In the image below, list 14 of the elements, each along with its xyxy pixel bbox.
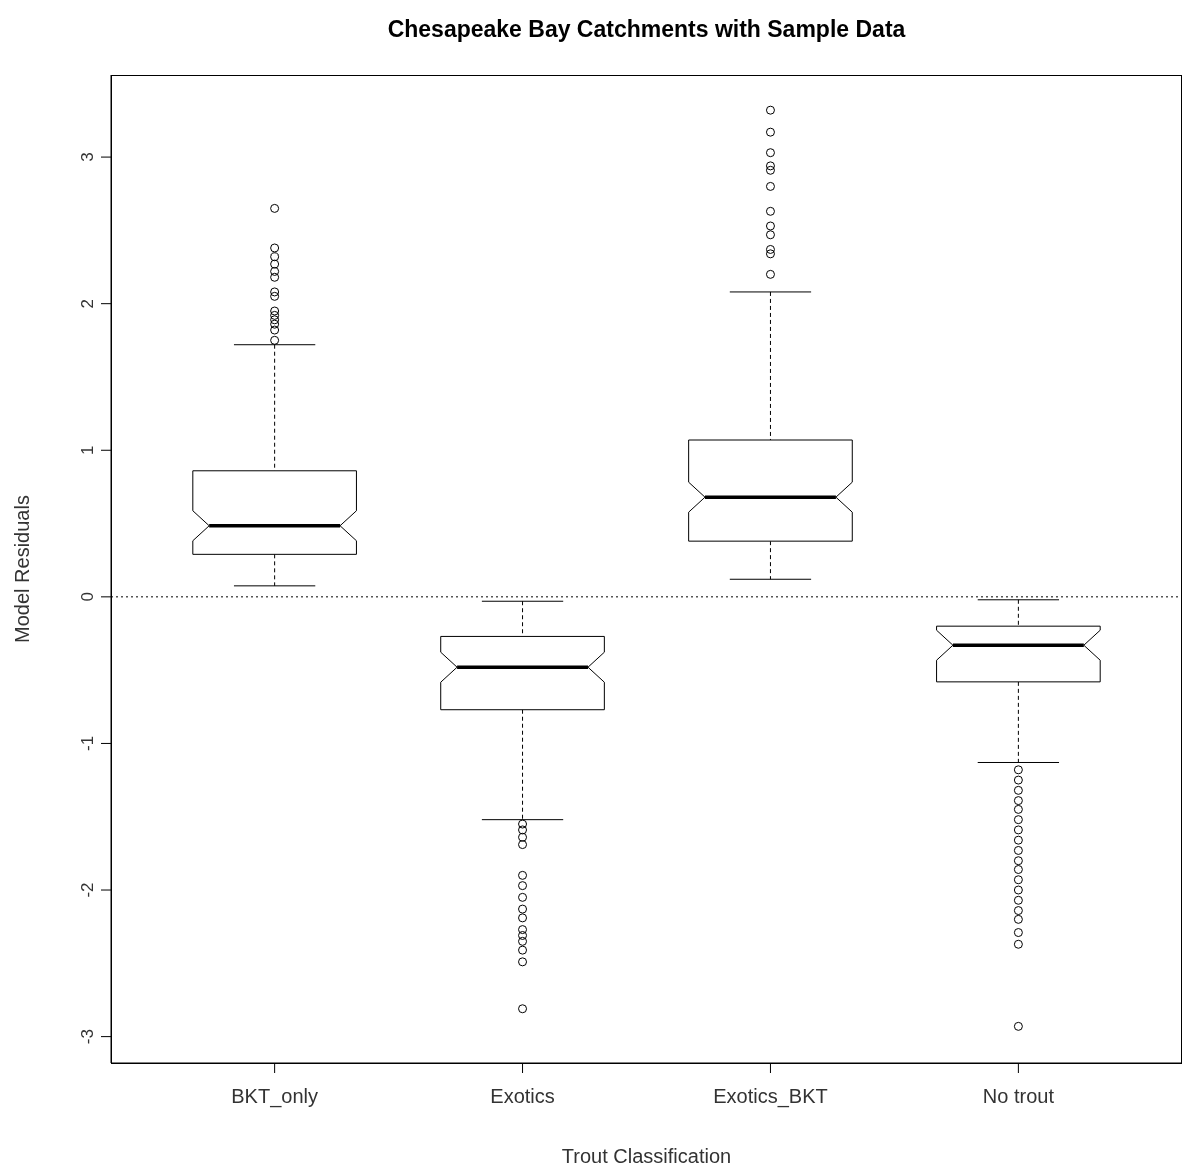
y-tick-label: 1 [78, 445, 97, 455]
x-tick-label: Exotics_BKT [713, 1085, 828, 1109]
x-tick-label: BKT_only [231, 1085, 318, 1109]
y-tick-label: 3 [78, 152, 97, 162]
chart-title: Chesapeake Bay Catchments with Sample Data [386, 16, 907, 43]
y-tick-label: -2 [78, 882, 97, 898]
x-tick-label: Exotics [490, 1085, 555, 1108]
y-tick-label: -3 [78, 1029, 97, 1045]
y-tick-label: -1 [78, 735, 97, 751]
x-axis-title: Trout Classification [561, 1145, 732, 1167]
x-tick-label: No trout [982, 1085, 1055, 1108]
y-tick-label: 0 [78, 592, 97, 602]
y-axis-title: Model Residuals [11, 495, 34, 643]
y-tick-label: 2 [78, 298, 97, 309]
